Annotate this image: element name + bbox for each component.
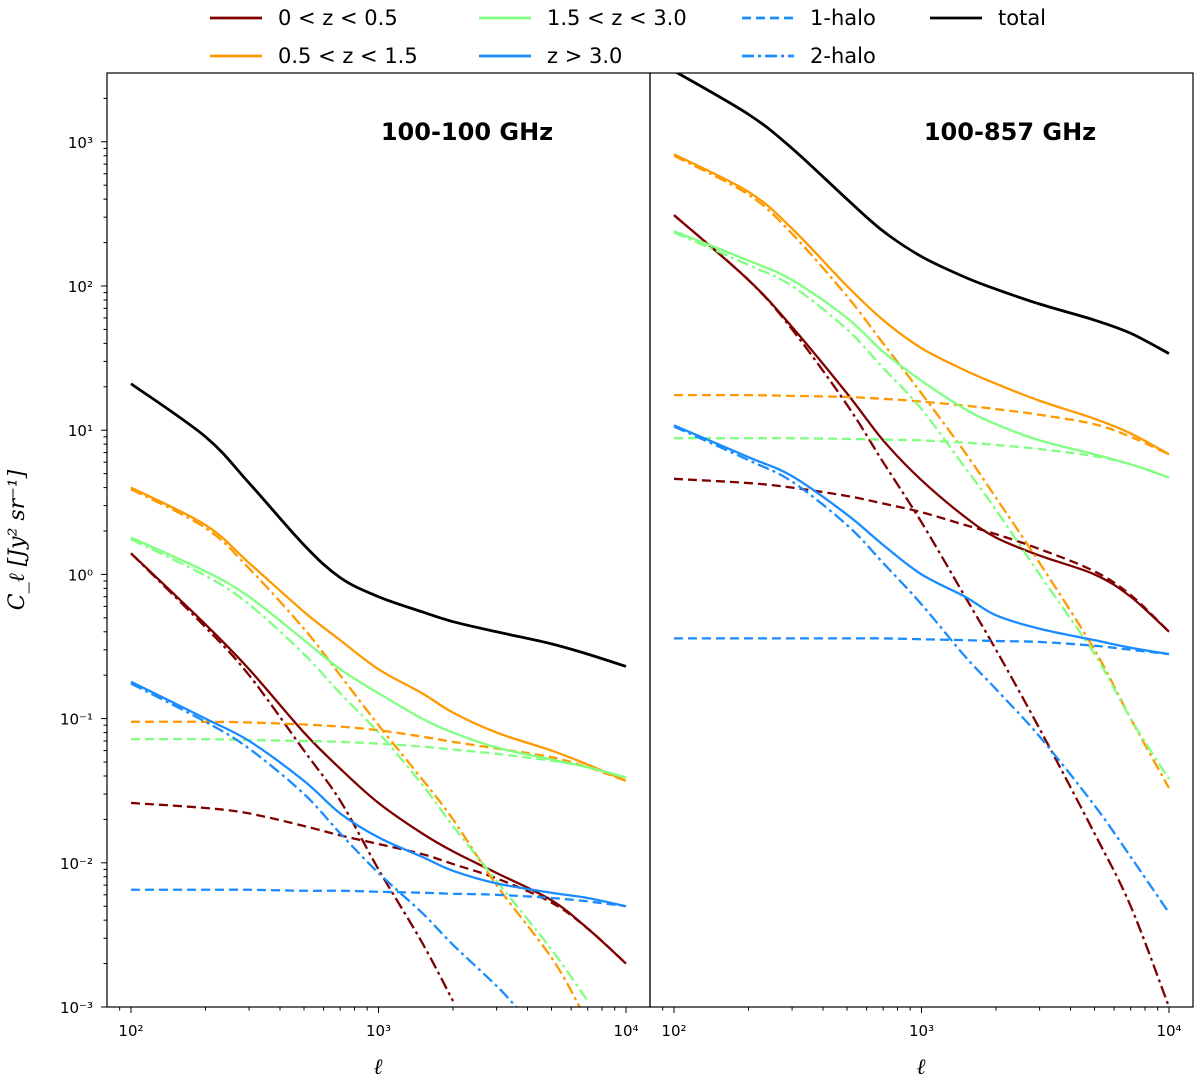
series-line-right-0-5-z-1-5	[673, 153, 1170, 456]
series-line-left-0-5-z-1-5-2-halo	[130, 488, 581, 1007]
series-line-left-1-5-z-3-0-1-halo	[130, 737, 627, 779]
x-tick-label-left: 10³	[366, 1022, 391, 1040]
series-line-left-0-z-0-5-1-halo	[130, 801, 627, 965]
y-tick-label: 10⁻²	[60, 855, 93, 873]
legend: 0 < z < 0.5 0.5 < z < 1.5 1.5 < z < 3.0 z >…	[210, 6, 1046, 68]
legend-label-1-5-z-3-0: 1.5 < z < 3.0	[547, 6, 687, 30]
series-line-left-total	[130, 382, 627, 668]
series-line-left-0-z-0-5-2-halo	[130, 552, 455, 1002]
series-line-right-1-5-z-3-0-1-halo	[673, 437, 1170, 479]
series-line-right-0-z-0-5-2-halo	[673, 214, 1171, 1007]
x-tick-label-right: 10⁴	[1156, 1022, 1181, 1040]
panel-right-x-axis: 10² 10³ 10⁴	[661, 1007, 1182, 1040]
series-line-left-1-5-z-3-0-2-halo	[130, 538, 589, 1002]
series-line-right-z-3-0	[673, 424, 1170, 656]
y-tick-label: 10²	[68, 278, 93, 296]
panel-right-series-group	[673, 73, 1171, 1007]
x-tick-label-right: 10³	[909, 1022, 934, 1040]
series-line-left-0-5-z-1-5-1-halo	[130, 720, 627, 782]
panel-left-x-axis: 10² 10³ 10⁴	[118, 1007, 639, 1040]
series-line-right-0-5-z-1-5-1-halo	[673, 393, 1170, 456]
series-line-right-0-z-0-5-1-halo	[673, 477, 1170, 633]
series-line-right-0-5-z-1-5-2-halo	[673, 154, 1171, 789]
legend-label-0-z-0-5: 0 < z < 0.5	[278, 6, 398, 30]
panel-left-title: 100-100 GHz	[381, 118, 553, 146]
y-tick-label: 10⁻³	[60, 999, 93, 1017]
y-tick-label: 10¹	[68, 422, 93, 440]
y-axis-label: C_ℓ [Jy² sr⁻¹]	[5, 469, 30, 610]
panel-right: 100-857 GHz 10² 10³ 10⁴ ℓ	[649, 72, 1194, 1080]
series-line-right-1-5-z-3-0-2-halo	[673, 231, 1170, 780]
x-tick-label-left: 10⁴	[613, 1022, 638, 1040]
panel-left: 100-100 GHz 10⁻³ 10⁻² 10⁻¹ 10⁰ 10¹ 10² 10³ 10²…	[60, 72, 651, 1080]
series-line-left-z-3-0	[130, 680, 627, 908]
panel-left-y-axis: 10⁻³ 10⁻² 10⁻¹ 10⁰ 10¹ 10² 10³	[60, 97, 107, 1017]
panel-right-x-axis-label: ℓ	[916, 1055, 926, 1080]
legend-label-2-halo: 2-halo	[810, 44, 876, 68]
y-tick-label: 10⁰	[68, 566, 93, 584]
legend-label-total: total	[998, 6, 1046, 30]
panel-left-x-axis-label: ℓ	[373, 1055, 383, 1080]
y-tick-label: 10⁻¹	[60, 711, 93, 729]
series-line-right-z-3-0-2-halo	[673, 425, 1170, 914]
series-line-right-1-5-z-3-0	[673, 230, 1170, 479]
series-line-right-total	[674, 73, 1170, 355]
y-tick-label: 10³	[68, 134, 93, 152]
legend-label-1-halo: 1-halo	[810, 6, 876, 30]
x-tick-label-right: 10²	[661, 1022, 686, 1040]
series-line-right-z-3-0-1-halo	[673, 637, 1170, 656]
panel-left-series-group	[130, 382, 627, 1007]
panel-right-title: 100-857 GHz	[924, 118, 1096, 146]
x-tick-label-left: 10²	[118, 1022, 143, 1040]
series-line-left-z-3-0-1-halo	[130, 888, 627, 908]
legend-label-0-5-z-1-5: 0.5 < z < 1.5	[278, 44, 418, 68]
series-line-left-z-3-0-2-halo	[130, 682, 518, 1007]
legend-label-z-3-0: z > 3.0	[547, 44, 622, 68]
series-line-left-0-z-0-5	[130, 552, 627, 965]
series-line-left-0-5-z-1-5	[130, 486, 627, 782]
